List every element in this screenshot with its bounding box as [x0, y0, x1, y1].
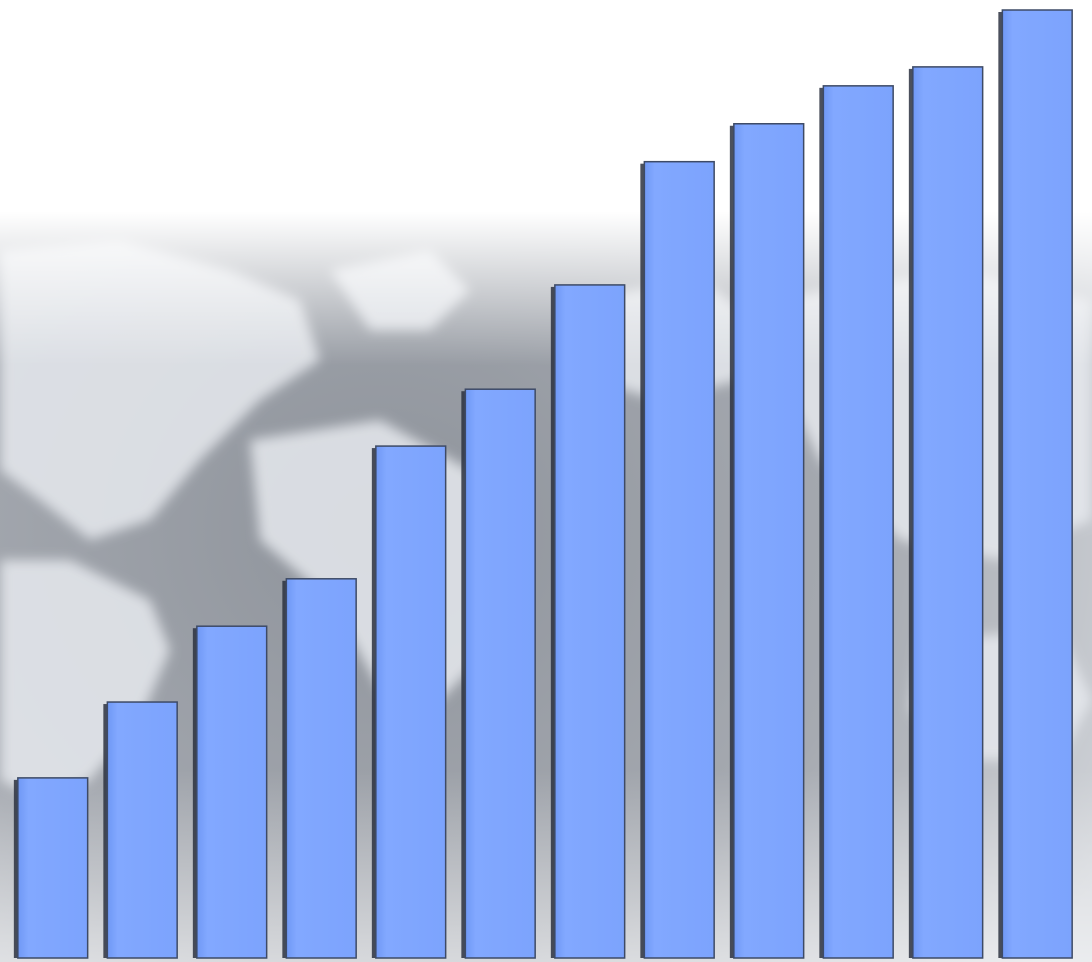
bar-3 [197, 626, 267, 958]
bar-1 [18, 778, 88, 958]
bar-9 [734, 124, 804, 958]
bar-4 [286, 579, 356, 958]
bar-10 [823, 86, 893, 958]
bar-2 [107, 702, 177, 958]
bar-8 [644, 162, 714, 958]
bar-12 [1002, 10, 1072, 958]
bar-5 [376, 446, 446, 958]
bar-11 [913, 67, 983, 958]
bar-6 [465, 389, 535, 958]
bar-7 [555, 285, 625, 958]
